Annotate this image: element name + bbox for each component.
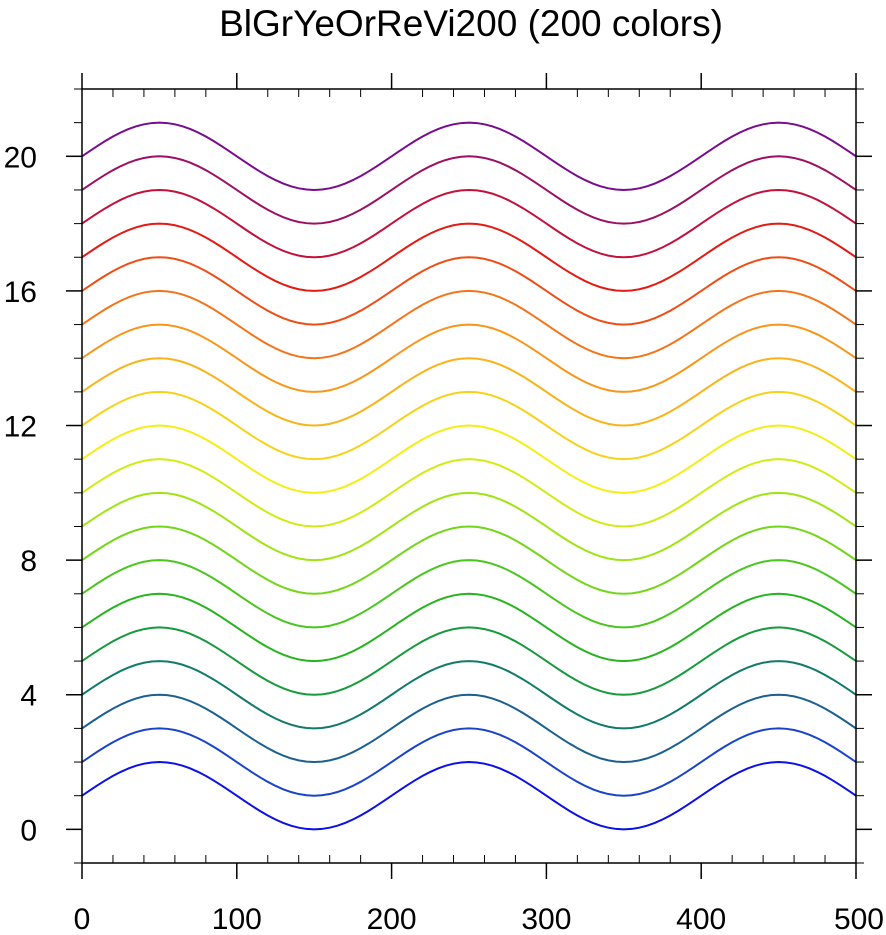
series-group xyxy=(81,121,857,831)
x-tick-label: 400 xyxy=(676,903,726,935)
series-line-16 xyxy=(81,222,857,292)
series-line-7 xyxy=(81,525,857,595)
y-tick-label: 20 xyxy=(4,141,37,174)
x-tick-label: 500 xyxy=(834,903,884,935)
series-line-11 xyxy=(81,390,857,461)
series-line-6 xyxy=(81,559,857,629)
y-tick-label: 8 xyxy=(20,545,37,578)
x-tick-label: 200 xyxy=(367,903,417,935)
series-line-18 xyxy=(81,155,857,225)
series-line-0 xyxy=(81,761,857,831)
series-line-12 xyxy=(81,357,857,427)
ticks-group xyxy=(66,73,872,879)
series-line-15 xyxy=(81,256,857,326)
x-tick-label: 100 xyxy=(212,903,262,935)
series-line-5 xyxy=(81,592,857,663)
labels-group: 0 100 200 300 400 500 0 4 8 12 16 20 xyxy=(4,141,884,935)
x-tick-label: 0 xyxy=(74,903,91,935)
series-line-1 xyxy=(81,727,857,797)
series-line-19 xyxy=(81,121,857,191)
series-line-14 xyxy=(81,289,857,360)
series-line-13 xyxy=(81,323,857,393)
series-line-8 xyxy=(81,491,857,562)
series-line-10 xyxy=(81,424,857,494)
chart-title: BlGrYeOrReVi200 (200 colors) xyxy=(219,3,723,44)
series-line-2 xyxy=(81,693,857,764)
series-line-17 xyxy=(81,188,857,259)
series-line-4 xyxy=(81,626,857,696)
y-tick-label: 16 xyxy=(4,276,37,309)
series-line-9 xyxy=(81,458,857,528)
plot-frame xyxy=(81,88,857,864)
x-tick-label: 300 xyxy=(521,903,571,935)
y-tick-label: 0 xyxy=(20,814,37,847)
y-tick-label: 12 xyxy=(4,411,37,444)
y-tick-label: 4 xyxy=(20,680,37,713)
series-line-3 xyxy=(81,660,857,730)
